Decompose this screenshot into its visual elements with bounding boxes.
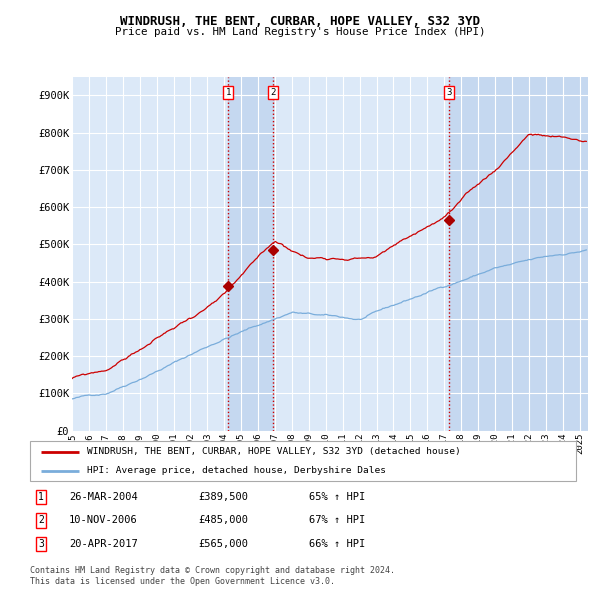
Text: £389,500: £389,500 xyxy=(198,492,248,502)
Text: 66% ↑ HPI: 66% ↑ HPI xyxy=(309,539,365,549)
Text: 3: 3 xyxy=(446,88,452,97)
FancyBboxPatch shape xyxy=(30,441,576,481)
Text: 2: 2 xyxy=(270,88,275,97)
Text: £565,000: £565,000 xyxy=(198,539,248,549)
Text: WINDRUSH, THE BENT, CURBAR, HOPE VALLEY, S32 3YD (detached house): WINDRUSH, THE BENT, CURBAR, HOPE VALLEY,… xyxy=(88,447,461,457)
Text: HPI: Average price, detached house, Derbyshire Dales: HPI: Average price, detached house, Derb… xyxy=(88,466,386,476)
Text: WINDRUSH, THE BENT, CURBAR, HOPE VALLEY, S32 3YD: WINDRUSH, THE BENT, CURBAR, HOPE VALLEY,… xyxy=(120,15,480,28)
Bar xyxy=(449,77,588,431)
Text: 26-MAR-2004: 26-MAR-2004 xyxy=(69,492,138,502)
Bar xyxy=(228,77,272,431)
Text: 1: 1 xyxy=(38,492,44,502)
Text: 67% ↑ HPI: 67% ↑ HPI xyxy=(309,516,365,525)
Text: Price paid vs. HM Land Registry's House Price Index (HPI): Price paid vs. HM Land Registry's House … xyxy=(115,27,485,37)
Text: 20-APR-2017: 20-APR-2017 xyxy=(69,539,138,549)
Text: Contains HM Land Registry data © Crown copyright and database right 2024.: Contains HM Land Registry data © Crown c… xyxy=(30,566,395,575)
Text: 65% ↑ HPI: 65% ↑ HPI xyxy=(309,492,365,502)
Text: £485,000: £485,000 xyxy=(198,516,248,525)
Text: 1: 1 xyxy=(226,88,231,97)
Text: 3: 3 xyxy=(38,539,44,549)
Text: 2: 2 xyxy=(38,516,44,525)
Text: This data is licensed under the Open Government Licence v3.0.: This data is licensed under the Open Gov… xyxy=(30,577,335,586)
Text: 10-NOV-2006: 10-NOV-2006 xyxy=(69,516,138,525)
